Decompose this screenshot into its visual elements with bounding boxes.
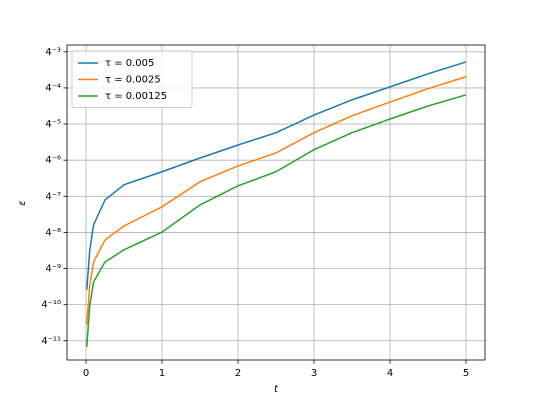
y-tick-label: 4⁻¹¹ [41,336,61,347]
plot-frame [66,44,486,361]
legend-label: τ = 0.0025 [105,75,161,86]
x-tick-label: 3 [311,368,317,379]
x-tick-label: 5 [463,368,469,379]
line-series [86,61,467,290]
y-tick-label: 4⁻³ [45,47,61,58]
y-axis-label: ε [17,200,28,206]
legend-box [71,50,193,108]
y-tick-label: 4⁻⁷ [45,191,61,202]
line-series [86,76,467,325]
y-tick-label: 4⁻⁹ [45,264,61,275]
y-tick-label: 4⁻⁶ [45,155,61,166]
x-tick-label: 0 [83,368,89,379]
x-axis-label: t [274,384,279,395]
y-tick-label: 4⁻⁴ [45,83,61,94]
x-tick-label: 1 [159,368,165,379]
y-tick-label: 4⁻⁵ [45,119,61,130]
y-tick-label: 4⁻⁸ [45,227,61,238]
legend: τ = 0.005 τ = 0.0025 τ = 0.00125 [71,50,193,108]
legend-label: τ = 0.005 [105,58,154,69]
x-tick-label: 2 [235,368,241,379]
legend-label: τ = 0.00125 [105,91,167,102]
line-series [86,94,467,347]
y-tick-label: 4⁻¹⁰ [41,300,61,311]
x-tick-label: 4 [387,368,393,379]
